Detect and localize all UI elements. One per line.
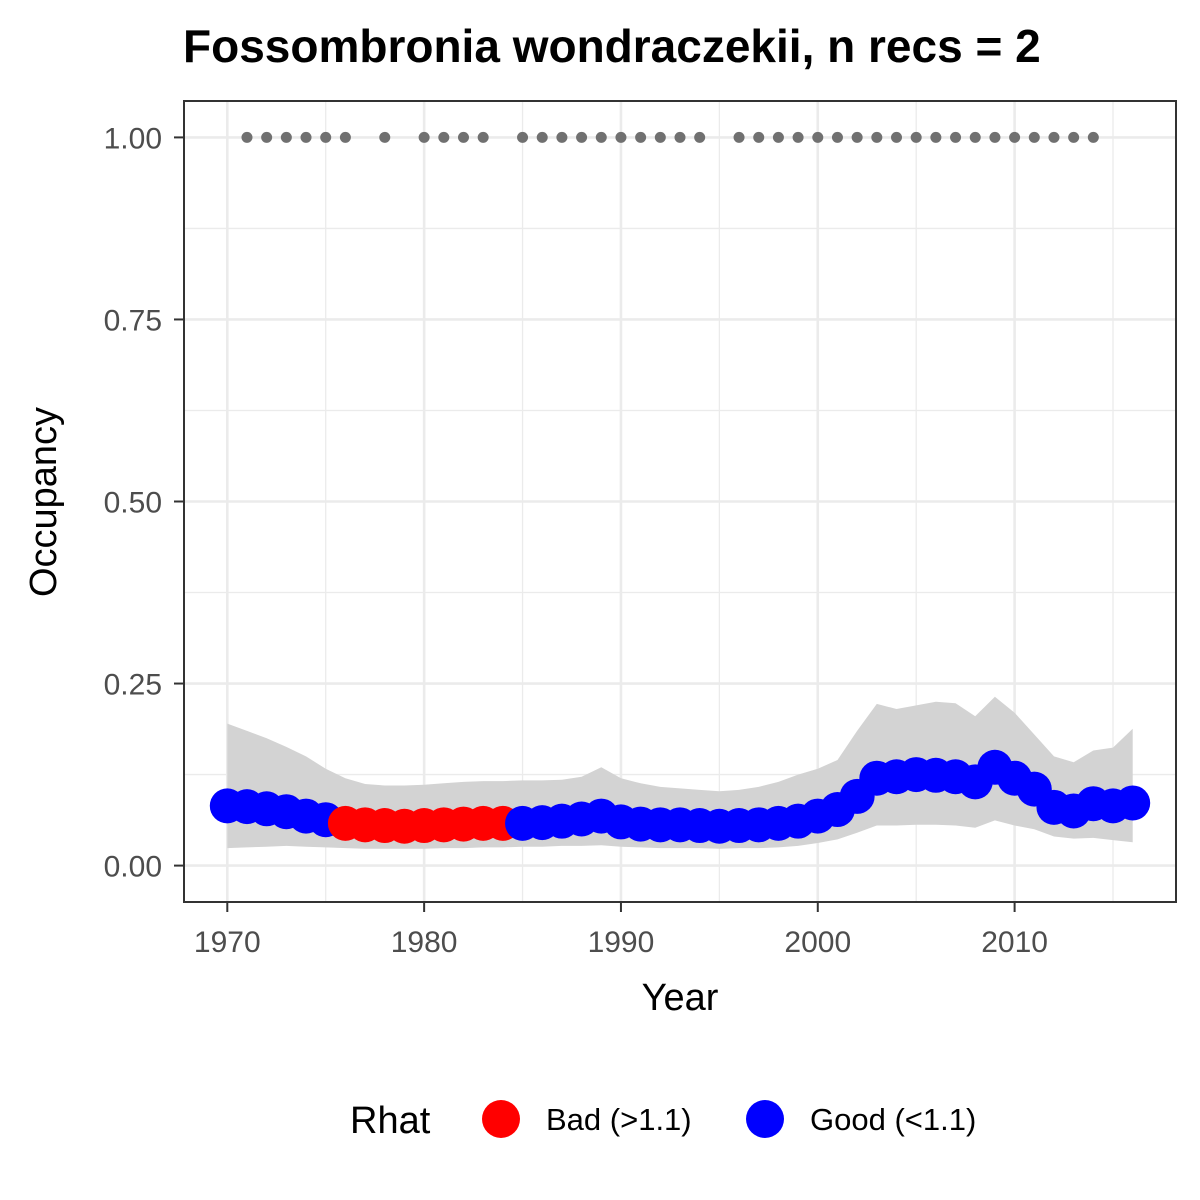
record-point xyxy=(753,131,765,143)
record-point xyxy=(1028,131,1040,143)
x-tick-label: 1990 xyxy=(588,926,655,959)
record-point xyxy=(950,131,962,143)
record-point xyxy=(891,131,903,143)
axis-ticks xyxy=(174,136,1016,912)
record-point xyxy=(733,131,745,143)
record-point xyxy=(1009,131,1021,143)
record-point xyxy=(930,131,942,143)
record-point xyxy=(910,131,922,143)
record-point xyxy=(261,131,273,143)
x-tick-label: 2000 xyxy=(784,926,851,959)
record-point xyxy=(418,131,430,143)
record-point xyxy=(320,131,332,143)
y-tick-label: 0.00 xyxy=(104,851,162,884)
record-point xyxy=(438,131,450,143)
record-point xyxy=(457,131,469,143)
record-point xyxy=(379,131,391,143)
record-point xyxy=(831,131,843,143)
x-tick-label: 2010 xyxy=(981,926,1048,959)
record-point xyxy=(536,131,548,143)
record-point xyxy=(635,131,647,143)
record-points-layer xyxy=(241,131,1099,143)
record-point xyxy=(851,131,863,143)
occupancy-points-layer xyxy=(209,749,1151,844)
chart-title: Fossombronia wondraczekii, n recs = 2 xyxy=(183,20,1041,72)
record-point xyxy=(1068,131,1080,143)
record-point xyxy=(812,131,824,143)
x-axis-tick-labels: 1970 1980 1990 2000 2010 xyxy=(194,926,1048,959)
record-point xyxy=(1048,131,1060,143)
record-point xyxy=(300,131,312,143)
legend-title: Rhat xyxy=(350,1100,431,1142)
legend: Rhat Bad (>1.1) Good (<1.1) xyxy=(350,1100,976,1142)
record-point xyxy=(556,131,568,143)
y-tick-label: 0.50 xyxy=(104,487,162,520)
legend-key-good xyxy=(746,1100,784,1138)
y-axis-tick-labels: 0.00 0.25 0.50 0.75 1.00 xyxy=(104,122,162,883)
record-point xyxy=(477,131,489,143)
record-point xyxy=(615,131,627,143)
x-axis-title: Year xyxy=(642,977,719,1019)
y-tick-label: 0.75 xyxy=(104,304,162,337)
record-point xyxy=(241,131,253,143)
record-point xyxy=(280,131,292,143)
legend-label-good: Good (<1.1) xyxy=(810,1102,976,1137)
record-point xyxy=(654,131,666,143)
record-point xyxy=(792,131,804,143)
record-point xyxy=(694,131,706,143)
y-tick-label: 0.25 xyxy=(104,669,162,702)
record-point xyxy=(989,131,1001,143)
y-axis-title: Occupancy xyxy=(23,407,65,597)
y-tick-label: 1.00 xyxy=(104,122,162,155)
occupancy-point xyxy=(1115,785,1151,821)
record-point xyxy=(1087,131,1099,143)
record-point xyxy=(595,131,607,143)
record-point xyxy=(674,131,686,143)
record-point xyxy=(871,131,883,143)
record-point xyxy=(517,131,529,143)
legend-label-bad: Bad (>1.1) xyxy=(546,1102,692,1137)
record-point xyxy=(339,131,351,143)
x-tick-label: 1970 xyxy=(194,926,261,959)
record-point xyxy=(969,131,981,143)
record-point xyxy=(772,131,784,143)
record-point xyxy=(576,131,588,143)
x-tick-label: 1980 xyxy=(391,926,458,959)
legend-key-bad xyxy=(482,1100,520,1138)
